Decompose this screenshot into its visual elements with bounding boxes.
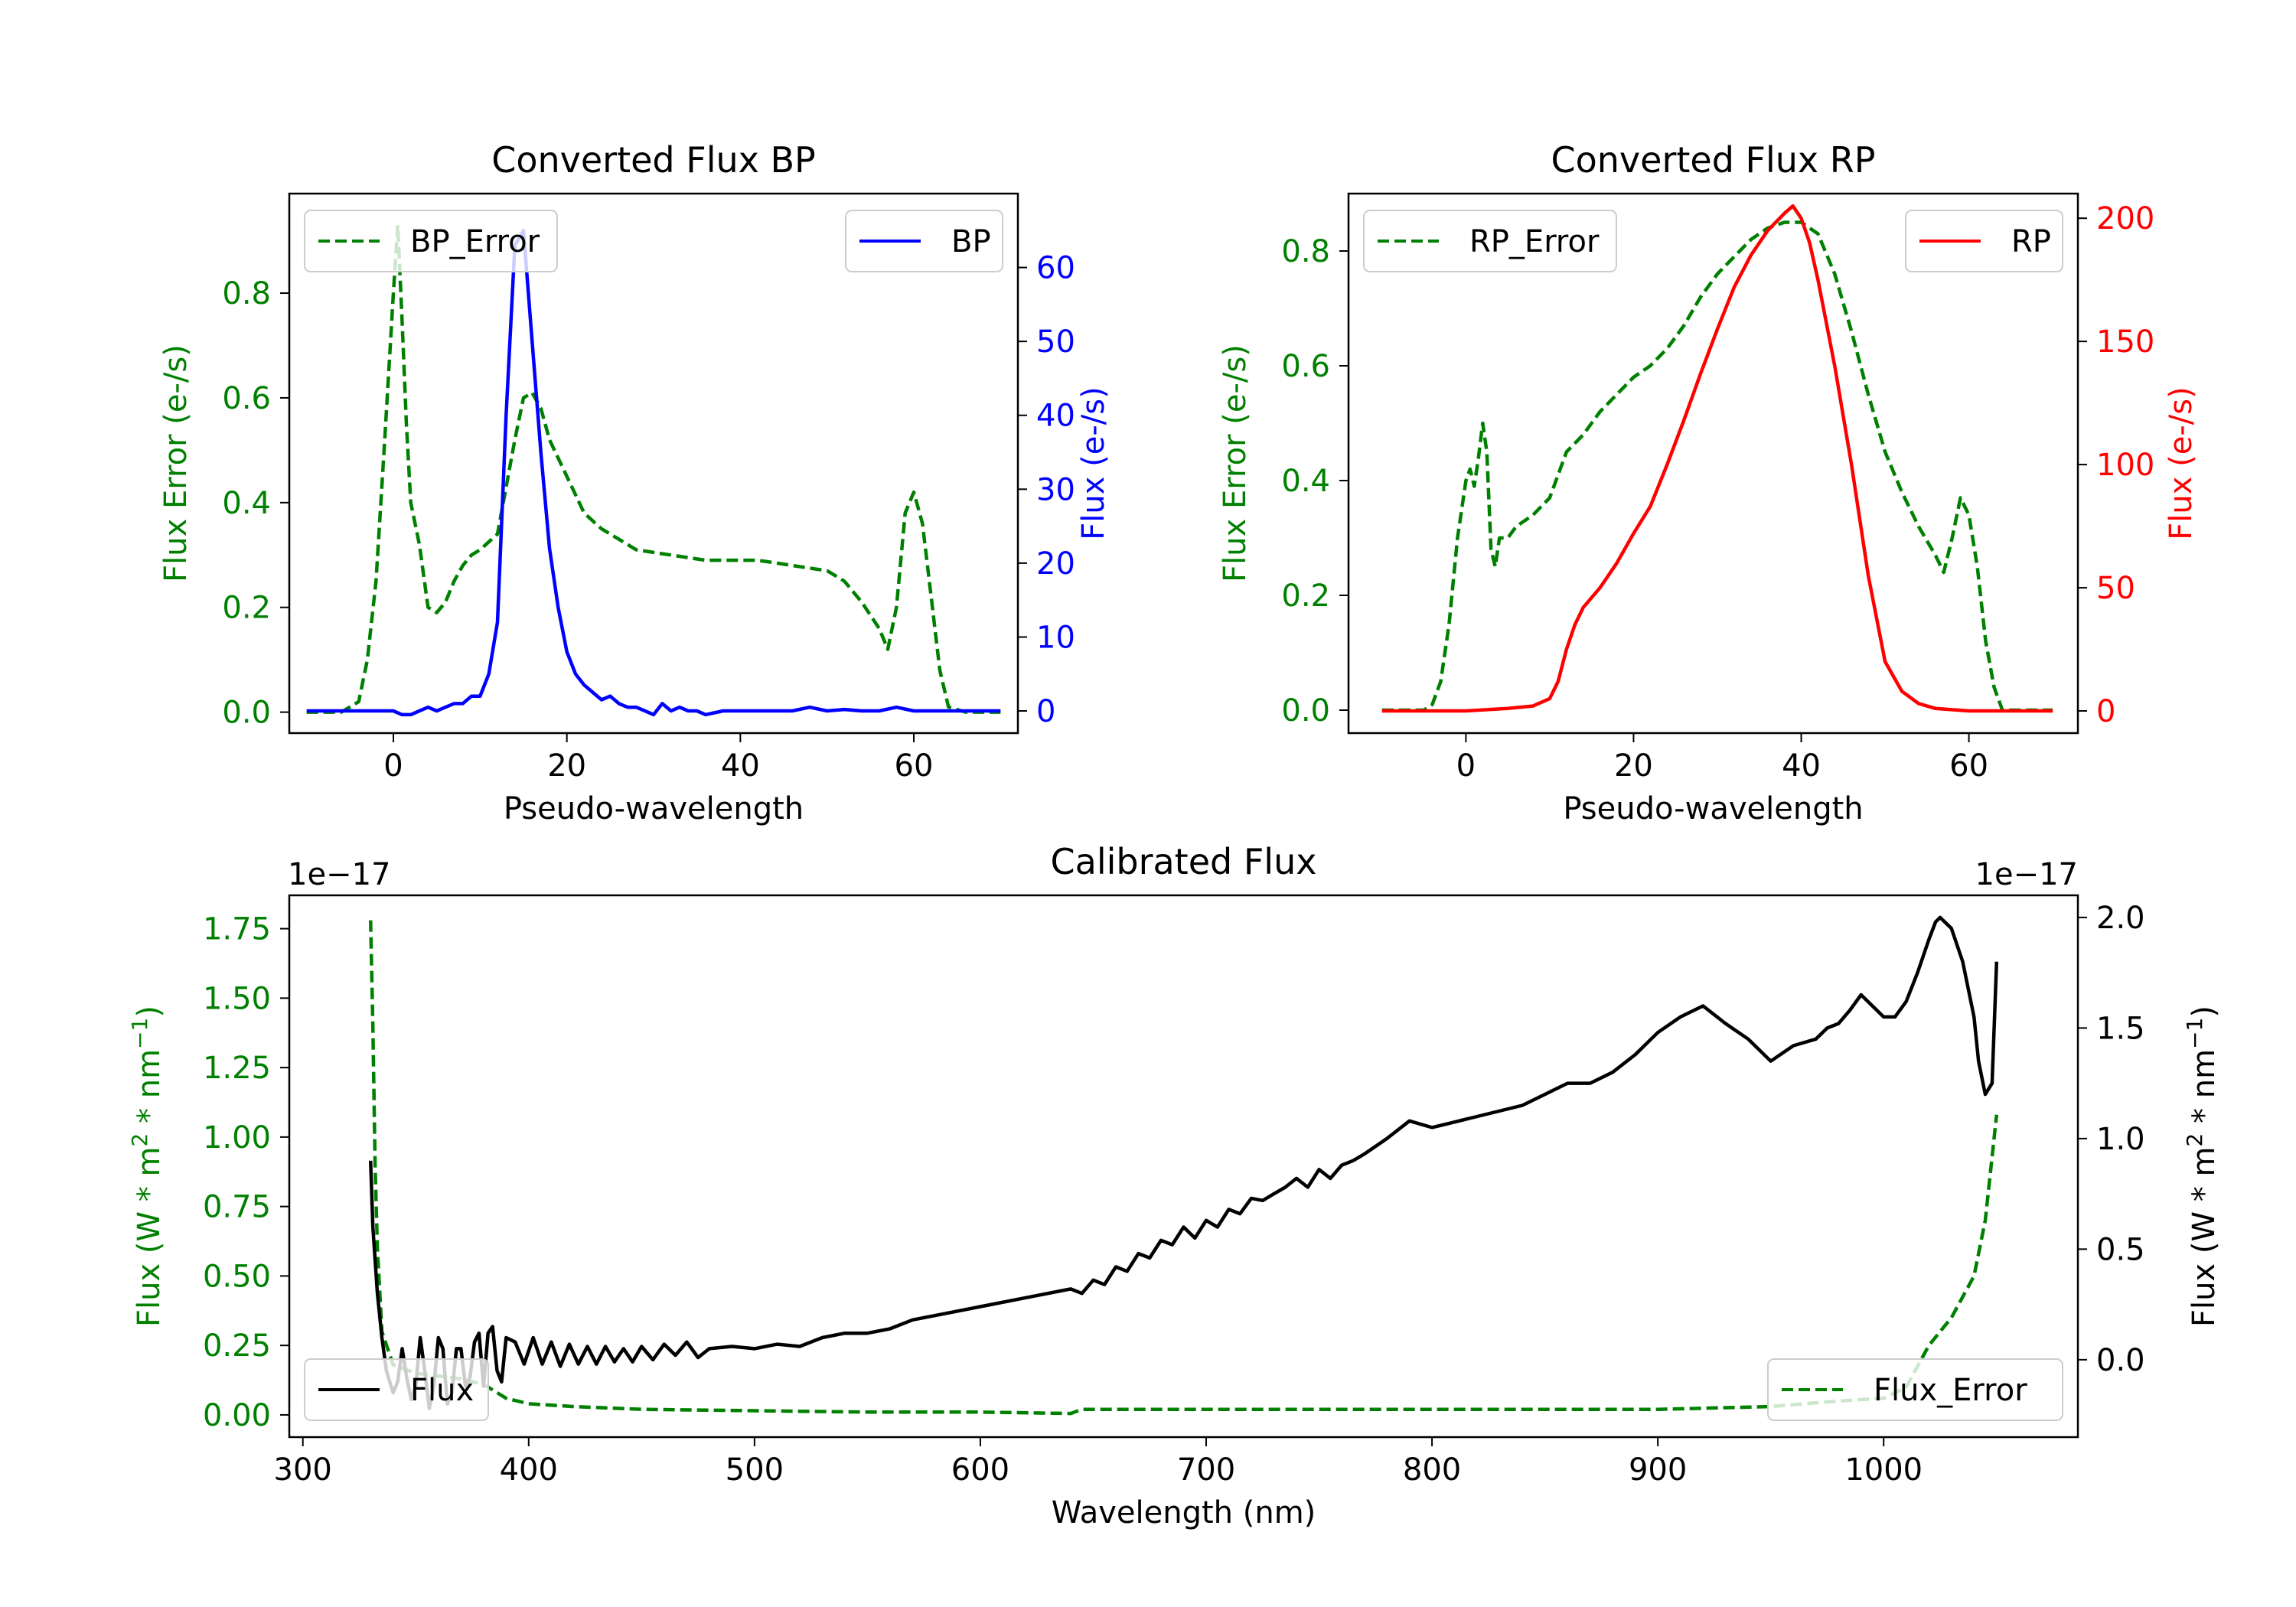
legend-bp-error-label: BP_Error	[410, 224, 540, 259]
x-tick-label: 500	[726, 1452, 784, 1488]
y-left-tick-label: 1.75	[203, 912, 271, 947]
y-left-tick-label: 0.0	[222, 696, 271, 731]
series-line-rp	[1381, 204, 2053, 713]
legend-flux-error-label: Flux_Error	[1874, 1373, 2027, 1408]
chart-title: Converted Flux RP	[1551, 139, 1876, 181]
y-right-axis-label: Flux (e-/s)	[1076, 386, 1111, 539]
y-right-axis-label: Flux (W * m2 * nm−1)	[2182, 1006, 2223, 1327]
series-line-rp-error	[1381, 220, 2053, 712]
x-tick-label: 600	[951, 1452, 1009, 1488]
series-line-bp-error	[306, 223, 1001, 714]
y-left-offset-label: 1e−17	[288, 857, 390, 892]
y-right-tick-label: 0.5	[2096, 1232, 2145, 1267]
y-right-tick-label: 150	[2096, 324, 2154, 360]
panel-calibrated-flux: 300 400 500 600 700 800 900 1000 0.00 0.25 0.50 0.7…	[127, 841, 2223, 1530]
x-tick-label: 800	[1403, 1452, 1461, 1488]
legend-bp-error-box	[304, 210, 558, 272]
y-left-tick-label: 1.50	[203, 981, 271, 1016]
y-left-tick-label: 0.4	[1281, 464, 1330, 499]
x-tick-label: 60	[1949, 748, 1988, 784]
y-right-tick-label: 2.0	[2096, 901, 2145, 936]
y-right-offset-label: 1e−17	[1975, 857, 2078, 892]
y-left-tick-label: 0.00	[203, 1398, 271, 1433]
y-right-tick-label: 10	[1036, 620, 1075, 655]
chart-title: Converted Flux BP	[491, 139, 816, 181]
y-right-tick-label: 50	[1036, 324, 1075, 360]
y-right-tick-label: 60	[1036, 251, 1075, 286]
series-line-bp	[306, 229, 1001, 717]
x-axis-label: Wavelength (nm)	[1052, 1495, 1316, 1530]
x-axis-label: Pseudo-wavelength	[1563, 791, 1863, 826]
y-left-axis-label: Flux Error (e-/s)	[1218, 344, 1253, 582]
y-left-tick-label: 1.25	[203, 1051, 271, 1086]
panel-converted-flux-bp: 0 20 40 60 0.0 0.2 0.4 0.6 0.8 0 10 20 30 40 50 60 Conve…	[158, 139, 1111, 826]
y-right-tick-label: 40	[1036, 399, 1075, 434]
x-tick-label: 40	[1782, 748, 1821, 784]
y-left-tick-label: 0.2	[1281, 579, 1330, 614]
x-axis-label: Pseudo-wavelength	[504, 791, 804, 826]
x-tick-label: 700	[1177, 1452, 1235, 1488]
axes-frame	[288, 894, 2079, 1439]
legend-bp-box	[845, 210, 1003, 272]
x-tick-label: 300	[274, 1452, 332, 1488]
y-left-tick-label: 0.6	[222, 381, 271, 416]
y-left-tick-label: 0.25	[203, 1328, 271, 1364]
axes-frame	[1347, 192, 2079, 735]
legend-rp-box	[1905, 210, 2063, 272]
legend-flux-label: Flux	[410, 1373, 474, 1408]
y-right-tick-label: 20	[1036, 546, 1075, 582]
y-left-tick-label: 0.2	[222, 591, 271, 626]
y-right-axis-label: Flux (e-/s)	[2164, 386, 2199, 539]
legend-rp-label: RP	[2011, 224, 2051, 259]
legend-flux-box	[304, 1358, 489, 1421]
y-right-tick-label: 1.0	[2096, 1122, 2145, 1157]
legend-rp-error-label: RP_Error	[1469, 224, 1600, 259]
x-tick-label: 400	[500, 1452, 558, 1488]
y-right-tick-label: 50	[2096, 571, 2135, 606]
x-tick-label: 0	[1456, 748, 1476, 784]
y-left-tick-label: 0.75	[203, 1190, 271, 1225]
y-left-tick-label: 0.4	[222, 486, 271, 521]
y-left-tick-label: 0.0	[1281, 693, 1330, 729]
y-right-tick-label: 0.0	[2096, 1343, 2145, 1378]
y-left-tick-label: 1.00	[203, 1120, 271, 1156]
y-right-tick-label: 30	[1036, 472, 1075, 507]
x-tick-label: 40	[721, 748, 760, 784]
y-right-tick-label: 200	[2096, 201, 2154, 236]
x-tick-label: 900	[1629, 1452, 1687, 1488]
x-tick-label: 20	[1614, 748, 1653, 784]
x-tick-label: 1000	[1844, 1452, 1923, 1488]
legend-rp-error-box	[1363, 210, 1617, 272]
panel-converted-flux-rp: 0 20 40 60 0.0 0.2 0.4 0.6 0.8 0 50 100 150 200 Conver…	[1218, 139, 2199, 826]
y-left-tick-label: 0.8	[1281, 234, 1330, 269]
y-left-tick-label: 0.8	[222, 276, 271, 311]
axes-frame	[288, 192, 1019, 735]
chart-title: Calibrated Flux	[1051, 841, 1317, 882]
legend-flux-error-box	[1767, 1358, 2063, 1421]
y-left-tick-label: 0.50	[203, 1259, 271, 1294]
x-tick-label: 20	[547, 748, 586, 784]
legend-bp-label: BP	[951, 224, 991, 259]
y-left-axis-label: Flux (W * m2 * nm−1)	[127, 1006, 168, 1327]
x-tick-label: 60	[895, 748, 934, 784]
x-tick-label: 0	[383, 748, 403, 784]
y-right-tick-label: 1.5	[2096, 1011, 2145, 1046]
y-left-tick-label: 0.6	[1281, 349, 1330, 384]
y-right-tick-label: 100	[2096, 448, 2154, 483]
y-right-tick-label: 0	[2096, 694, 2115, 729]
y-right-tick-label: 0	[1036, 694, 1055, 729]
y-left-axis-label: Flux Error (e-/s)	[158, 344, 194, 582]
